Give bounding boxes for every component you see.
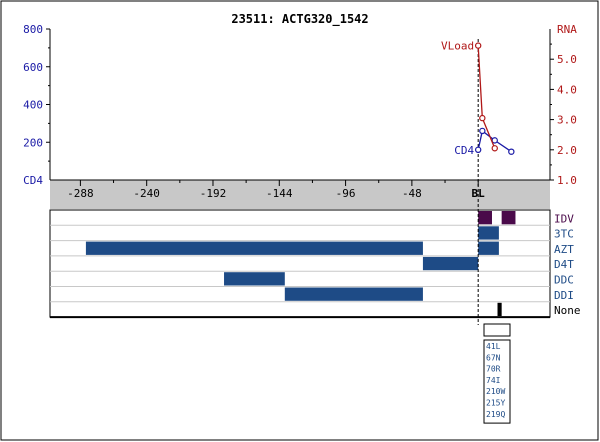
x-band-bg (50, 180, 550, 209)
treatment-bar-azt (478, 241, 499, 255)
mutation-item: 70R (486, 365, 501, 374)
x-tick-label: -288 (67, 187, 94, 200)
left-axis-label: CD4 (23, 174, 43, 187)
right-tick-label: 1.0 (557, 174, 577, 187)
left-tick-label: 200 (23, 136, 43, 149)
right-tick-label: 3.0 (557, 114, 577, 127)
treatment-bar-azt (85, 241, 423, 255)
plot-axes: 200 400 600 800 CD4 1.0 2.0 3.0 4.0 5.0 RNA (23, 23, 577, 187)
left-tick-label: 400 (23, 99, 43, 112)
mutation-header-box (483, 323, 511, 337)
mutation-item: 67N (486, 353, 501, 362)
treatment-bar-idv (501, 211, 516, 225)
treatment-bar-ddi (284, 287, 423, 301)
series-layer: CD4 VLoad (441, 40, 515, 157)
series-point-cd4 (508, 148, 515, 155)
drug-label-ddc: DDC (554, 274, 574, 287)
series-label-vload: VLoad (441, 40, 474, 53)
right-axis-label: RNA (557, 23, 577, 36)
series-line-cd4 (477, 129, 512, 153)
x-tick-label: -240 (133, 187, 160, 200)
treatment-bar-d4t (422, 256, 479, 271)
drug-label-ddi: DDI (554, 289, 574, 302)
right-tick-label: 4.0 (557, 83, 577, 96)
series-point-cd4 (474, 146, 482, 153)
drug-label-d4t: D4T (554, 258, 574, 271)
mutation-item: 219Q (486, 410, 505, 419)
treatment-bar-idv (478, 211, 492, 225)
baseline-label: BL (472, 187, 486, 200)
mutation-item: 41L (486, 342, 501, 351)
series-point-vload (474, 42, 482, 49)
series-point-vload (479, 114, 486, 122)
x-tick-label: -48 (402, 187, 422, 200)
left-tick-label: 600 (23, 61, 43, 74)
x-tick-label: -96 (336, 187, 356, 200)
series-point-vload (491, 145, 498, 152)
treatment-bar-ddc (224, 272, 285, 286)
treatment-panel: IDV 3TC AZT D4T DDC DDI None (49, 39, 581, 325)
treatment-bar-none (497, 302, 502, 317)
mutation-item: 215Y (486, 399, 505, 408)
drug-label-idv: IDV (554, 212, 574, 225)
mutation-box: 41L 67N 70R 74I 210W 215Y 219Q (483, 323, 511, 424)
left-tick-label: 800 (23, 23, 43, 36)
right-tick-label: 5.0 (557, 53, 577, 66)
treatment-bar-3tc (478, 226, 499, 240)
mutation-list-box (483, 339, 511, 424)
series-point-cd4 (479, 127, 486, 135)
x-axis-band: -288 -240 -192 -144 -96 -48 BL (50, 179, 550, 209)
mutation-item: 74I (486, 376, 501, 385)
x-tick-label: -144 (266, 187, 293, 200)
drug-label-azt: AZT (554, 243, 574, 256)
x-tick-label: -192 (200, 187, 227, 200)
mutation-item: 210W (486, 387, 505, 396)
chart-title: 23511: ACTG320_1542 (231, 12, 368, 27)
drug-label-none: None (554, 304, 581, 317)
series-label-cd4: CD4 (454, 144, 474, 157)
drug-label-3tc: 3TC (554, 228, 574, 241)
right-tick-label: 2.0 (557, 144, 577, 157)
